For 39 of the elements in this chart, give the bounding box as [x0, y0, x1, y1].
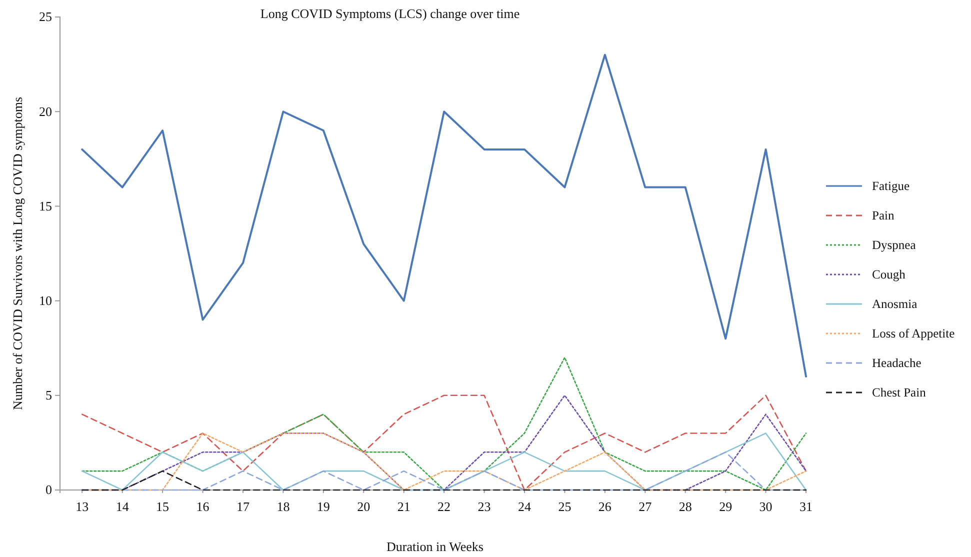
- legend-label: Pain: [872, 208, 895, 222]
- y-tick-label: 25: [39, 9, 52, 24]
- legend-label: Anosmia: [872, 297, 918, 311]
- y-tick-label: 0: [46, 482, 52, 498]
- x-tick-label: 23: [478, 499, 491, 514]
- x-tick-label: 28: [678, 499, 692, 514]
- x-tick-label: 17: [236, 499, 250, 514]
- line-series: [81, 54, 807, 378]
- x-tick-label: 29: [719, 499, 732, 514]
- legend-label: Dyspnea: [872, 238, 916, 252]
- y-tick-label: 10: [39, 292, 52, 308]
- legend-label: Fatigue: [872, 179, 910, 193]
- x-tick-label: 24: [518, 499, 532, 514]
- x-tick-label: 15: [156, 499, 170, 514]
- x-tick-label: 22: [438, 499, 451, 514]
- x-tick-label: 19: [316, 499, 330, 514]
- x-tick-label: 20: [357, 499, 370, 514]
- y-axis-title: Number of COVID Survivors with Long COVID symptoms: [10, 96, 25, 410]
- legend-label: Chest Pain: [872, 386, 927, 400]
- line-series: [81, 394, 807, 491]
- y-tick-label: 20: [39, 104, 52, 119]
- x-axis-title: Duration in Weeks: [386, 539, 484, 554]
- x-tick-label: 16: [196, 499, 210, 514]
- y-tick-label: 5: [46, 388, 52, 403]
- x-tick-label: 21: [397, 499, 410, 514]
- x-tick-label: 26: [598, 499, 612, 514]
- x-tick-label: 30: [759, 499, 772, 514]
- chart-title: Long COVID Symptoms (LCS) change over time: [260, 6, 520, 21]
- legend-label: Cough: [872, 268, 906, 282]
- x-tick-label: 14: [116, 499, 130, 514]
- y-tick-label: 15: [39, 198, 52, 214]
- x-tick-label: 25: [558, 499, 572, 514]
- x-tick-label: 31: [800, 499, 812, 514]
- line-series: [81, 432, 807, 491]
- x-tick-label: 13: [76, 499, 89, 514]
- x-tick-label: 18: [276, 499, 290, 514]
- legend-label: Headache: [872, 356, 922, 370]
- legend-label: Loss of Appetite: [872, 326, 956, 340]
- x-tick-label: 27: [638, 499, 652, 514]
